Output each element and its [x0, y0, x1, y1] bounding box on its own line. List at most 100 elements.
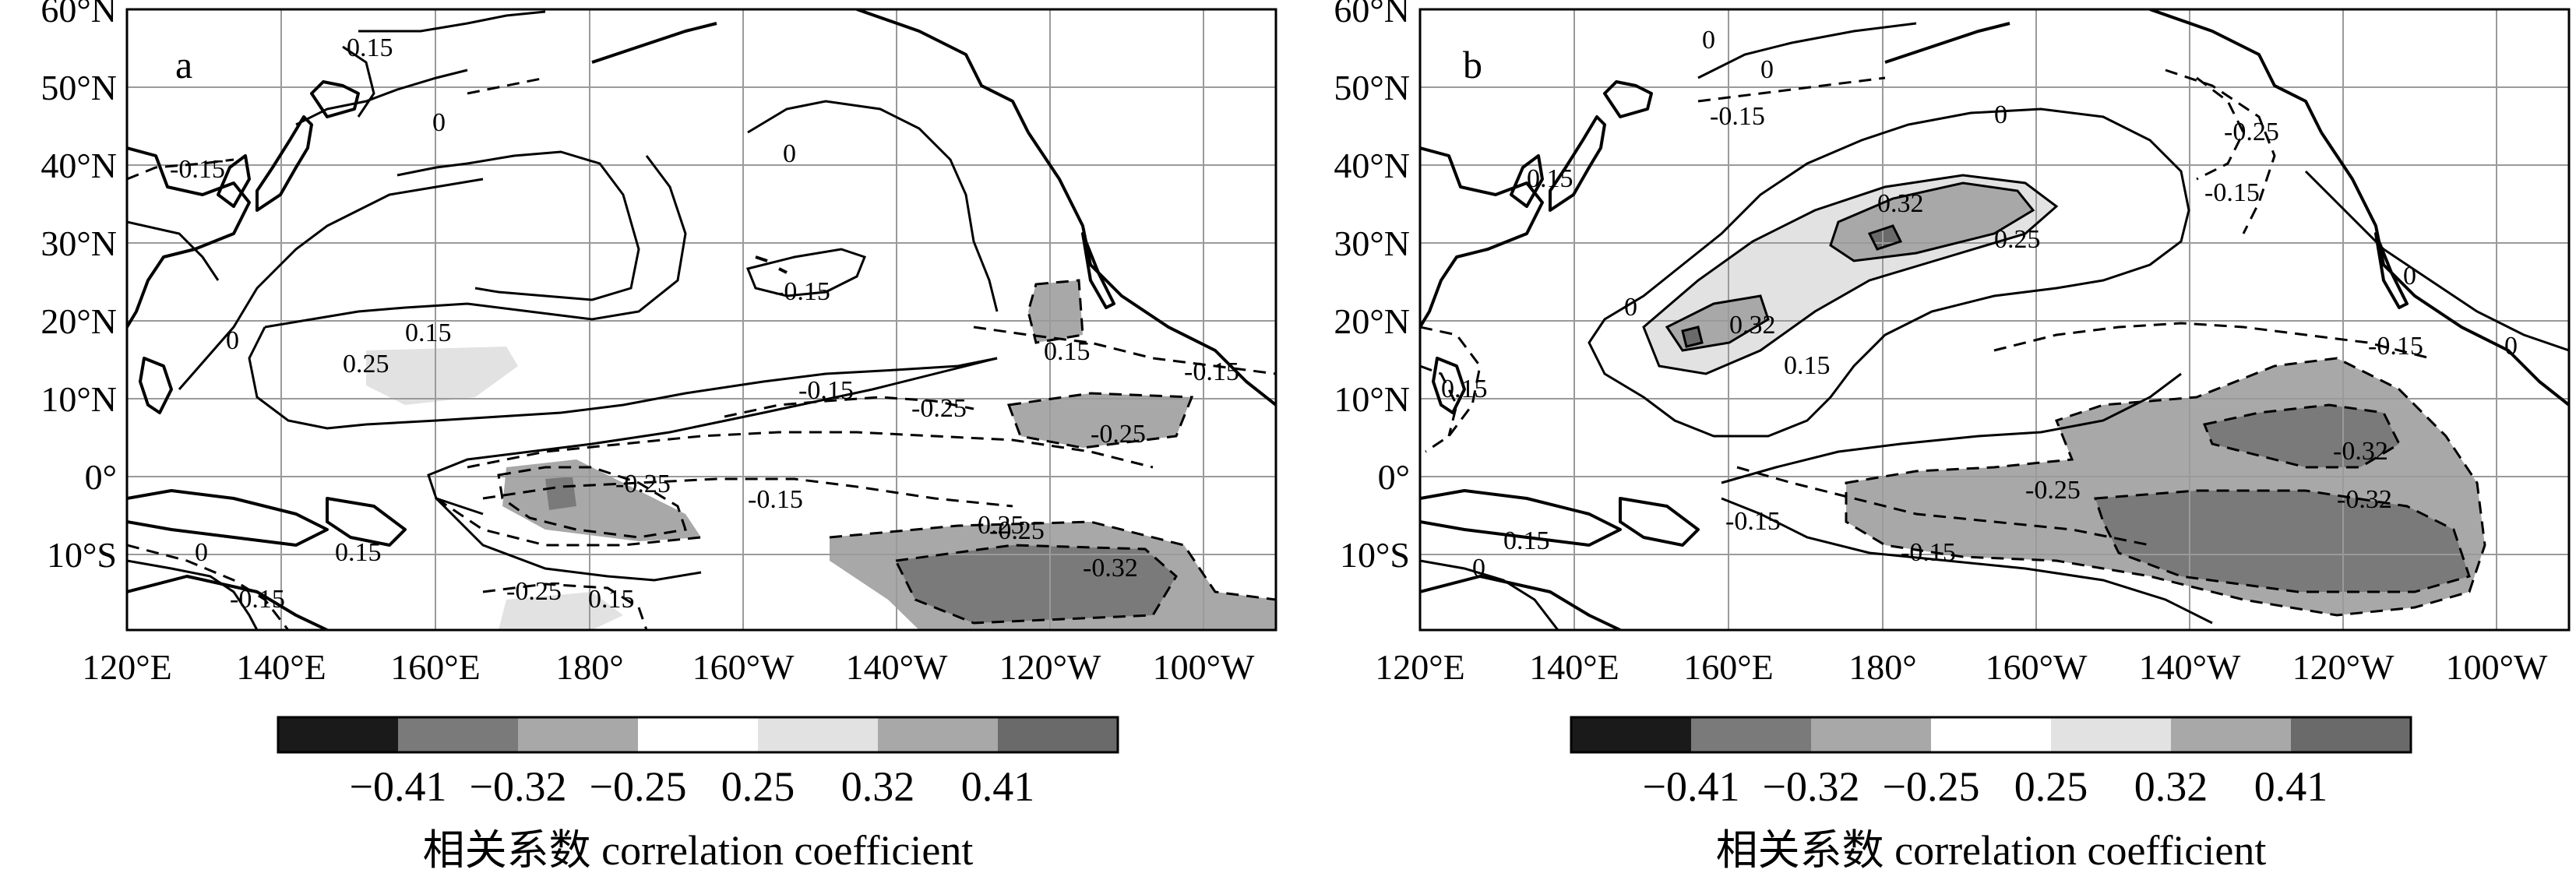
panel-b-frame	[1418, 8, 2571, 632]
coast-b-alaska	[2149, 9, 2323, 133]
lon-tick-a-160w: 160°W	[692, 647, 795, 687]
cb-a-seg-pos025	[758, 717, 878, 752]
contour-a-neg015-north	[467, 76, 546, 95]
clabel-b-7: 0.32	[1877, 189, 1924, 218]
lon-tick-a-120e: 120°E	[82, 647, 172, 687]
coast-a-alaska	[856, 9, 1030, 133]
lon-tick-b-160e: 160°E	[1683, 647, 1774, 687]
contour-a-neg025-mid	[724, 396, 974, 418]
coast-b-japan	[1549, 115, 1606, 212]
contour-b-025-west	[1665, 294, 1770, 352]
cb-b-level-2: −0.25	[1883, 763, 1980, 810]
contour-b-zero-ne	[2304, 170, 2569, 352]
lon-tick-a-140e: 140°E	[236, 647, 326, 687]
coast-a-australia	[127, 575, 328, 630]
clabel-b-16: -0.32	[2337, 485, 2392, 514]
cb-a-level-1: −0.32	[470, 763, 567, 810]
clabel-b-1: 0	[1760, 55, 1774, 84]
clabel-b-20: 0.15	[1503, 526, 1550, 555]
coast-b-baja	[2374, 232, 2409, 309]
cb-a-level-2: −0.25	[590, 763, 687, 810]
clabel-b-9: 0.32	[1729, 311, 1776, 340]
clabel-b-19: -0.15	[1725, 507, 1781, 536]
cb-b-seg-neg032	[1691, 717, 1811, 752]
clabel-a-4: 0.25	[343, 350, 389, 378]
lat-tick-a-40n: 40°N	[41, 146, 117, 185]
cb-b-seg-pos025	[2051, 717, 2171, 752]
cb-a-seg-neg025	[518, 717, 638, 752]
clabel-a-9: 0.15	[1044, 337, 1091, 366]
contour-b-015-west	[1420, 364, 1458, 437]
lat-tick-a-0: 0°	[85, 457, 117, 497]
contour-a-zero-tail	[342, 45, 375, 118]
contour-b-neg015-north	[1697, 76, 1886, 103]
contour-b-neg015-ne	[2165, 69, 2276, 234]
cb-a-level-4: 0.32	[841, 763, 915, 810]
coast-b-aleutian	[1884, 22, 2010, 64]
contour-b-neg025-big	[1845, 357, 2486, 617]
clabel-a-16: -0.32	[1083, 554, 1138, 583]
shade-b-neg-032-north	[2204, 405, 2399, 467]
coast-a-japan	[255, 115, 313, 212]
shade-a-neg-025-east8	[1009, 393, 1192, 448]
lat-tick-a-30n: 30°N	[41, 224, 117, 263]
coast-b-png	[1619, 497, 1700, 547]
clabel-b-0: 0	[1702, 26, 1715, 55]
coast-b-kamchatka	[1603, 80, 1653, 118]
lat-tick-b-0: 0°	[1378, 457, 1410, 497]
contour-b-032-a	[1867, 224, 1903, 251]
coast-b-asia	[1420, 146, 1544, 329]
cb-a-seg-pos041	[998, 717, 1118, 752]
clabel-a-14: -0.15	[748, 485, 803, 514]
contour-a-neg025-east8	[1006, 392, 1194, 449]
contour-b-zero-arc	[1588, 107, 2190, 438]
clabel-a-15: -0.25	[989, 516, 1045, 545]
clabel-b-11: 0	[1624, 293, 1637, 322]
lat-tick-a-20n: 20°N	[41, 301, 117, 341]
panel-a-lon-ticks: 120°E 140°E 160°E 180° 160°W 140°W 120°W…	[82, 647, 1255, 687]
panel-a-frame	[125, 8, 1277, 632]
clabel-b-5: -0.15	[2204, 178, 2260, 207]
cb-b-level-0: −0.41	[1643, 763, 1740, 810]
shade-a-pos-025	[366, 347, 518, 405]
lon-tick-b-120w: 120°W	[2292, 647, 2395, 687]
cb-a-seg-neg041	[278, 717, 398, 752]
contour-a-neg015-sw	[127, 544, 290, 630]
contour-a-015-west	[127, 220, 220, 281]
clabel-a-11: -0.15	[1184, 357, 1239, 386]
clabel-a-21: 0.15	[588, 585, 635, 614]
contour-a-neg032-south	[893, 544, 1178, 625]
coast-a-baja	[1081, 232, 1115, 309]
colorbar-a: −0.41 −0.32 −0.25 0.25 0.32 0.41 相关系数 co…	[277, 716, 1119, 874]
contour-b-015-sw	[1420, 559, 1559, 630]
cb-b-level-5: 0.41	[2254, 763, 2328, 810]
shade-a-neg-025-eq	[502, 459, 701, 541]
contour-b-neg015-south	[1736, 466, 2151, 547]
coast-a-korea	[217, 154, 251, 208]
clabel-a-20: -0.25	[506, 577, 562, 606]
panel-b-lon-ticks: 120°E 140°E 160°E 180° 160°W 140°W 120°W…	[1375, 647, 2548, 687]
panel-a-coastlines	[127, 9, 1276, 630]
coast-b-namerica	[2320, 131, 2569, 407]
panel-a-contour-labels: 0.15 0 -0.15 0.15 0.25 0 0 -0.15 -0.15 0…	[170, 33, 1239, 614]
clabel-b-3: 0	[1994, 100, 2007, 129]
clabel-b-10: 0.15	[1784, 351, 1831, 380]
lon-tick-b-180: 180°	[1848, 647, 1916, 687]
contour-a-zero-big	[365, 357, 998, 426]
cb-b-seg-neutral	[1931, 717, 2051, 752]
clabel-b-15: -0.32	[2333, 437, 2388, 466]
shade-a-pos-025-south	[499, 592, 623, 630]
coast-a-kamchatka	[310, 80, 360, 118]
coast-a-png	[326, 497, 407, 547]
cb-a-border	[277, 716, 1119, 754]
contour-b-neg015-east	[1993, 322, 2431, 360]
cb-a-level-0: −0.41	[350, 763, 447, 810]
contour-b-032-b	[1681, 326, 1704, 348]
contour-a-015-loop	[264, 155, 687, 329]
coast-b-indonesia	[1420, 489, 1622, 547]
coast-a-asia	[127, 146, 251, 329]
coast-a-philippines	[139, 357, 173, 414]
panel-b-coastlines	[1420, 9, 2569, 630]
clabel-a-5: 0	[226, 326, 239, 355]
contour-a-015-left	[248, 326, 367, 430]
